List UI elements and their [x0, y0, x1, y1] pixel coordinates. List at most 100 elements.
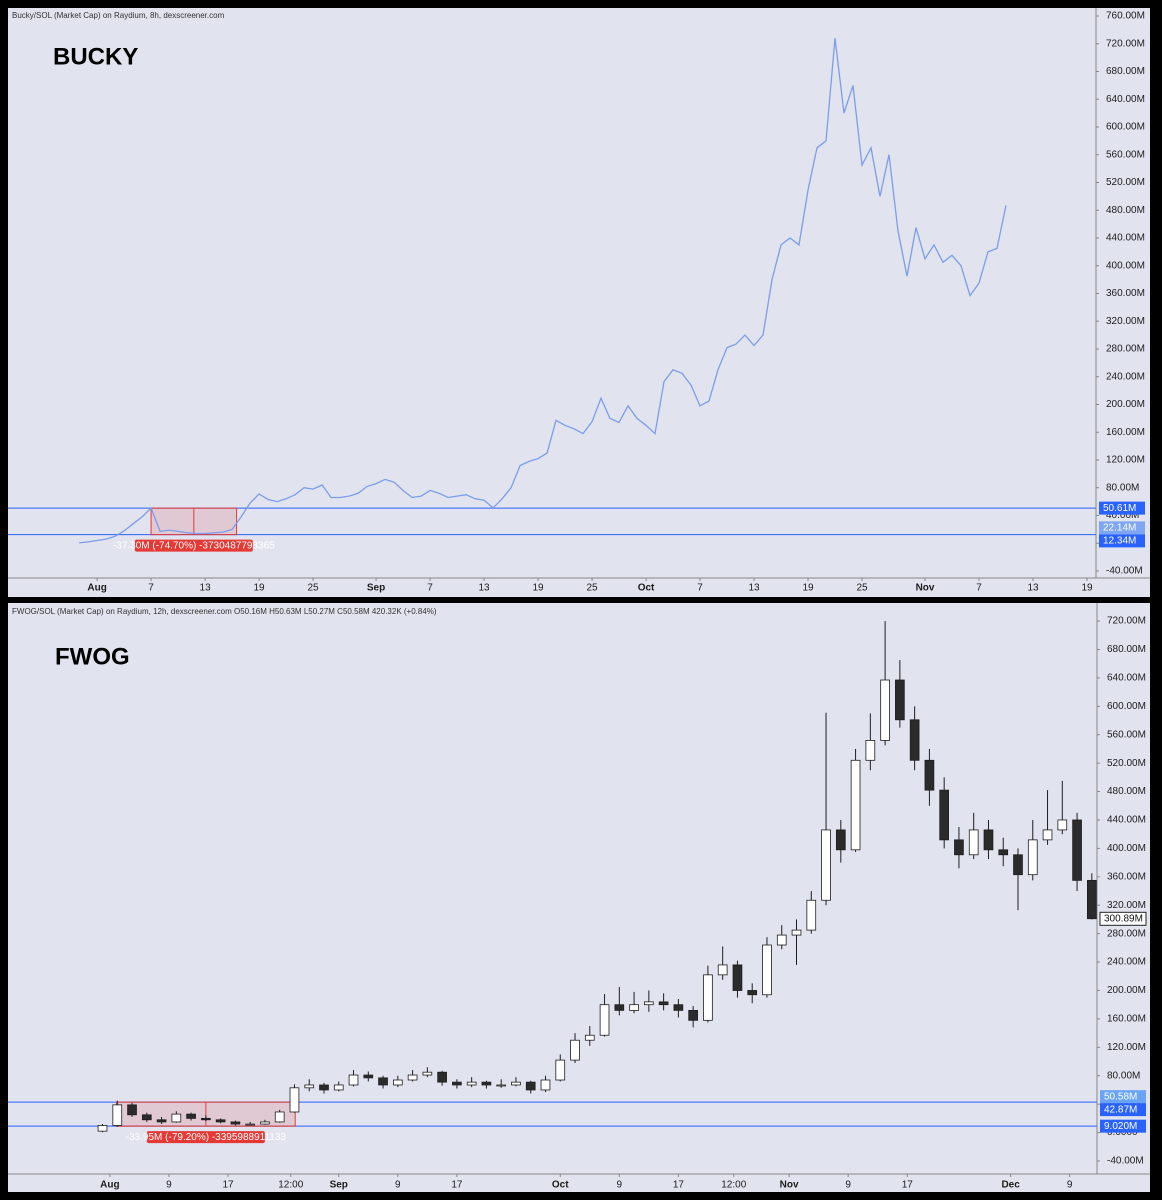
- candle-body: [319, 1084, 329, 1091]
- candle-body: [924, 759, 935, 791]
- x-tick-label: 25: [308, 583, 320, 594]
- candle-body: [127, 1104, 137, 1116]
- candle-body: [540, 1079, 551, 1091]
- x-tick-label: Aug: [87, 583, 106, 594]
- candle-body: [850, 759, 861, 851]
- x-tick-label: 9: [166, 1180, 172, 1191]
- x-tick-label: 12:00: [278, 1180, 303, 1191]
- x-tick-label: 17: [222, 1180, 234, 1191]
- candle-body: [1027, 839, 1038, 876]
- candle-body: [821, 829, 831, 901]
- panel-background: [8, 8, 1150, 597]
- measure-label: -33.95M (-79.20%) -3395988911133: [126, 1132, 287, 1143]
- candle-body: [644, 1001, 654, 1006]
- x-tick-label: Dec: [1001, 1180, 1020, 1191]
- y-tick-label: 240.00M: [1107, 957, 1146, 968]
- y-tick-label: 80.00M: [1106, 482, 1139, 493]
- x-tick-label: Aug: [100, 1180, 119, 1191]
- y-tick-label: 280.00M: [1106, 344, 1145, 355]
- x-tick-label: 12:00: [721, 1180, 746, 1191]
- candle-body: [245, 1123, 255, 1126]
- candle-body: [378, 1077, 388, 1086]
- x-tick-label: 13: [478, 583, 490, 594]
- candle-body: [141, 1114, 152, 1121]
- x-tick-label: 17: [902, 1180, 914, 1191]
- candle-body: [895, 679, 905, 721]
- candle-body: [983, 829, 994, 851]
- candle-body: [703, 974, 713, 1021]
- candle-body: [688, 1009, 698, 1021]
- x-tick-label: Oct: [552, 1180, 569, 1191]
- candle-body: [481, 1081, 492, 1086]
- candle-body: [1042, 829, 1053, 841]
- x-tick-label: Nov: [780, 1180, 799, 1191]
- candle-body: [806, 899, 817, 931]
- y-tick-label: -40.00M: [1107, 1156, 1144, 1167]
- measure-label-box: [134, 539, 253, 552]
- candle-body: [599, 1004, 610, 1036]
- candle-body: [348, 1074, 359, 1086]
- x-tick-label: 19: [1081, 583, 1093, 594]
- x-tick-label: 17: [673, 1180, 685, 1191]
- candle-body: [762, 944, 772, 996]
- price-label: 9.020M: [1104, 1121, 1137, 1132]
- panel-background: [8, 603, 1150, 1192]
- x-tick-label: 17: [451, 1180, 463, 1191]
- y-tick-label: 400.00M: [1106, 260, 1145, 271]
- candle-body: [422, 1071, 433, 1076]
- candle-body: [835, 829, 846, 851]
- x-tick-label: 25: [586, 583, 598, 594]
- y-tick-label: 120.00M: [1106, 455, 1145, 466]
- price-label-box: [1100, 1090, 1146, 1104]
- candle-body: [584, 1034, 595, 1041]
- candle-body: [525, 1081, 536, 1091]
- x-tick-label: 9: [845, 1180, 851, 1191]
- y-tick-label: 520.00M: [1106, 177, 1145, 188]
- plot-area: [8, 38, 1096, 544]
- y-tick-label: 600.00M: [1106, 122, 1145, 133]
- x-tick-label: 9: [617, 1180, 623, 1191]
- y-tick-label: 640.00M: [1106, 94, 1145, 105]
- x-tick-label: 9: [1067, 1180, 1073, 1191]
- y-tick-label: 240.00M: [1106, 371, 1145, 382]
- price-label: 50.58M: [1104, 1091, 1137, 1102]
- candle-body: [939, 789, 950, 841]
- y-tick-label: 200.00M: [1107, 985, 1146, 996]
- y-tick-label: 520.00M: [1107, 758, 1146, 769]
- y-tick-label: 760.00M: [1106, 11, 1145, 22]
- y-tick-label: 400.00M: [1107, 843, 1146, 854]
- x-tick-label: 19: [802, 583, 814, 594]
- candle-body: [673, 1004, 684, 1011]
- price-label-box: [1100, 1119, 1146, 1133]
- candle-body: [260, 1121, 270, 1125]
- candle-body: [909, 719, 920, 761]
- x-tick-label: Sep: [330, 1180, 348, 1191]
- price-label-box: [1099, 501, 1145, 515]
- price-label: 42.87M: [1104, 1104, 1137, 1115]
- candle-body: [452, 1081, 462, 1086]
- price-label-box: [1099, 911, 1147, 926]
- candle-body: [186, 1113, 196, 1119]
- x-tick-label: 13: [200, 583, 212, 594]
- y-tick-label: 720.00M: [1106, 38, 1145, 49]
- candle-body: [555, 1059, 566, 1081]
- x-tick-label: 7: [148, 583, 154, 594]
- x-tick-label: Sep: [367, 583, 385, 594]
- chart-panel: Bucky/SOL (Market Cap) on Raydium, 8h, d…: [8, 8, 1150, 597]
- chart-header: FWOG/SOL (Market Cap) on Raydium, 12h, d…: [12, 607, 437, 616]
- y-tick-label: 80.00M: [1107, 1070, 1140, 1081]
- price-label: 22.14M: [1103, 523, 1136, 534]
- x-tick-label: 7: [427, 583, 433, 594]
- candle-body: [201, 1117, 211, 1121]
- x-tick-label: 13: [748, 583, 760, 594]
- candle-body: [333, 1084, 344, 1091]
- candle-body: [1072, 819, 1082, 881]
- candle-body: [629, 1004, 639, 1011]
- candle-body: [1013, 854, 1023, 876]
- y-tick-label: 360.00M: [1106, 288, 1145, 299]
- x-tick-label: 7: [697, 583, 703, 594]
- chart-title: FWOG: [55, 643, 130, 670]
- y-tick-label: 440.00M: [1106, 233, 1145, 244]
- y-tick-label: 560.00M: [1107, 729, 1146, 740]
- candle-body: [1087, 879, 1097, 920]
